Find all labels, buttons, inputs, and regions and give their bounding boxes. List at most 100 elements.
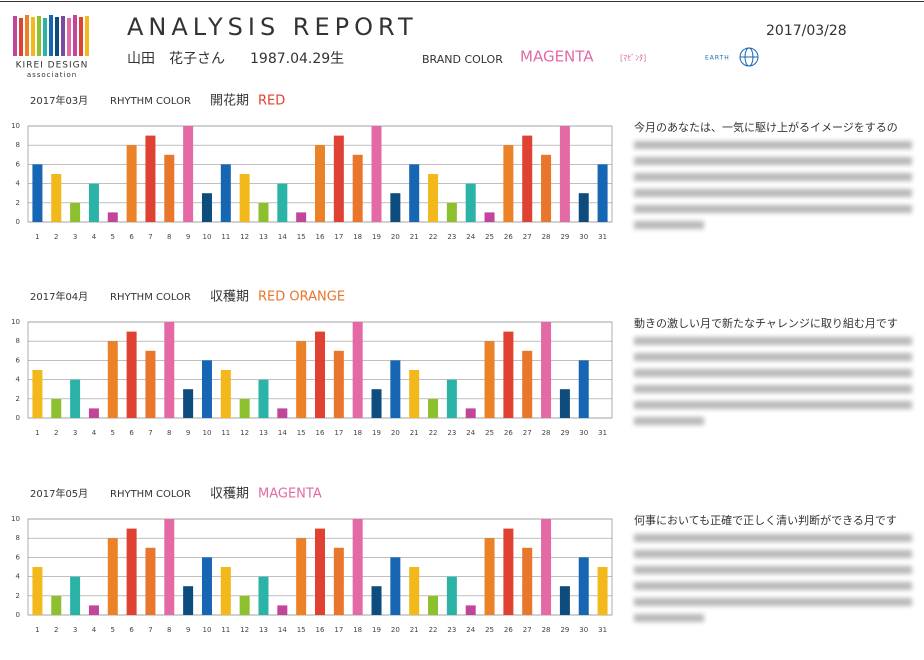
logo-sub: association [27,71,77,79]
bar [164,322,175,418]
x-tick-label: 21 [410,626,419,634]
bar [522,350,533,418]
bar [88,183,99,222]
bar [183,389,194,418]
bar [559,126,570,222]
logo-main: KIREI DESIGN [16,61,89,71]
bar [484,341,495,418]
bar [428,398,439,418]
x-tick-label: 25 [485,233,494,241]
bar [220,567,231,615]
x-tick-label: 1 [35,626,39,634]
x-tick-label: 31 [598,626,607,634]
bar [145,547,156,615]
x-tick-label: 11 [221,626,230,634]
x-tick-label: 1 [35,233,39,241]
x-tick-label: 5 [111,626,115,634]
x-tick-label: 8 [167,429,171,437]
x-tick-label: 1 [35,429,39,437]
x-tick-label: 18 [353,429,362,437]
x-tick-label: 10 [203,429,212,437]
bar [446,576,457,615]
x-tick-label: 30 [579,626,588,634]
x-tick-label: 6 [129,626,134,634]
bar [465,605,476,615]
brand-color: MAGENTA [520,48,594,66]
x-tick-label: 30 [579,429,588,437]
bar [201,360,212,418]
x-tick-label: 24 [466,429,475,437]
x-tick-label: 29 [560,429,569,437]
report-date: 2017/03/28 [766,23,847,39]
bar [51,595,62,615]
bar [465,183,476,222]
y-tick-label: 4 [16,180,21,188]
x-tick-label: 28 [542,626,551,634]
month-label: 2017年05月 [30,487,88,500]
bar [88,408,99,418]
bar [409,370,420,418]
blurred-text [634,369,912,377]
x-tick-label: 6 [129,429,134,437]
blurred-text [634,157,912,165]
earth-label: EARTH [705,55,730,62]
bar [315,145,325,222]
x-tick-label: 3 [73,233,77,241]
x-tick-label: 18 [353,626,362,634]
x-tick-label: 9 [186,626,190,634]
x-tick-label: 29 [560,626,569,634]
y-tick-label: 2 [16,395,20,403]
bar [578,193,589,222]
x-tick-label: 26 [504,626,513,634]
rhythm-label: RHYTHM COLOR [110,292,191,303]
bar [239,174,250,222]
x-tick-label: 21 [410,429,419,437]
brand-label: BRAND COLOR [422,53,503,66]
y-tick-label: 8 [16,337,20,345]
y-tick-label: 2 [16,592,20,600]
x-tick-label: 3 [73,429,77,437]
bar [239,595,250,615]
x-tick-label: 14 [278,626,287,634]
bar [315,331,325,418]
x-tick-label: 5 [111,429,115,437]
x-tick-label: 15 [297,233,306,241]
x-tick-label: 27 [523,429,532,437]
x-tick-label: 11 [221,233,230,241]
bar [484,538,495,615]
bar [296,212,307,222]
bar [70,379,81,418]
bar [371,126,382,222]
x-tick-label: 31 [598,429,607,437]
logo-strokes [13,15,89,56]
blurred-text [634,550,912,558]
x-tick-label: 23 [447,233,456,241]
y-tick-label: 2 [16,199,20,207]
bar [352,322,363,418]
x-tick-label: 15 [297,626,306,634]
bar [107,341,118,418]
x-tick-label: 20 [391,233,400,241]
x-tick-label: 22 [429,429,438,437]
bar [597,164,608,222]
y-tick-label: 6 [16,356,21,364]
x-tick-label: 27 [523,233,532,241]
bar [183,586,194,615]
bar [70,202,81,222]
bar [107,538,118,615]
bar [126,331,137,418]
x-tick-label: 27 [523,626,532,634]
blurred-text [634,582,912,590]
x-tick-label: 4 [92,233,97,241]
x-tick-label: 18 [353,233,362,241]
bar [32,370,43,418]
bar [164,154,175,222]
bar [315,528,325,615]
brand-kana: [ﾏｾﾞﾝﾀ] [620,54,646,63]
x-tick-label: 2 [54,233,58,241]
bar [277,605,288,615]
bar [164,519,175,615]
bar [541,519,552,615]
bar [333,350,344,418]
bar [333,547,344,615]
